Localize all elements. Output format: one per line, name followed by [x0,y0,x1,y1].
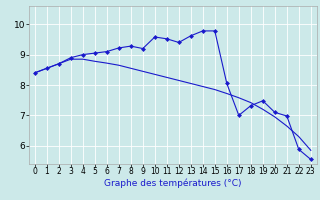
X-axis label: Graphe des températures (°C): Graphe des températures (°C) [104,179,242,188]
